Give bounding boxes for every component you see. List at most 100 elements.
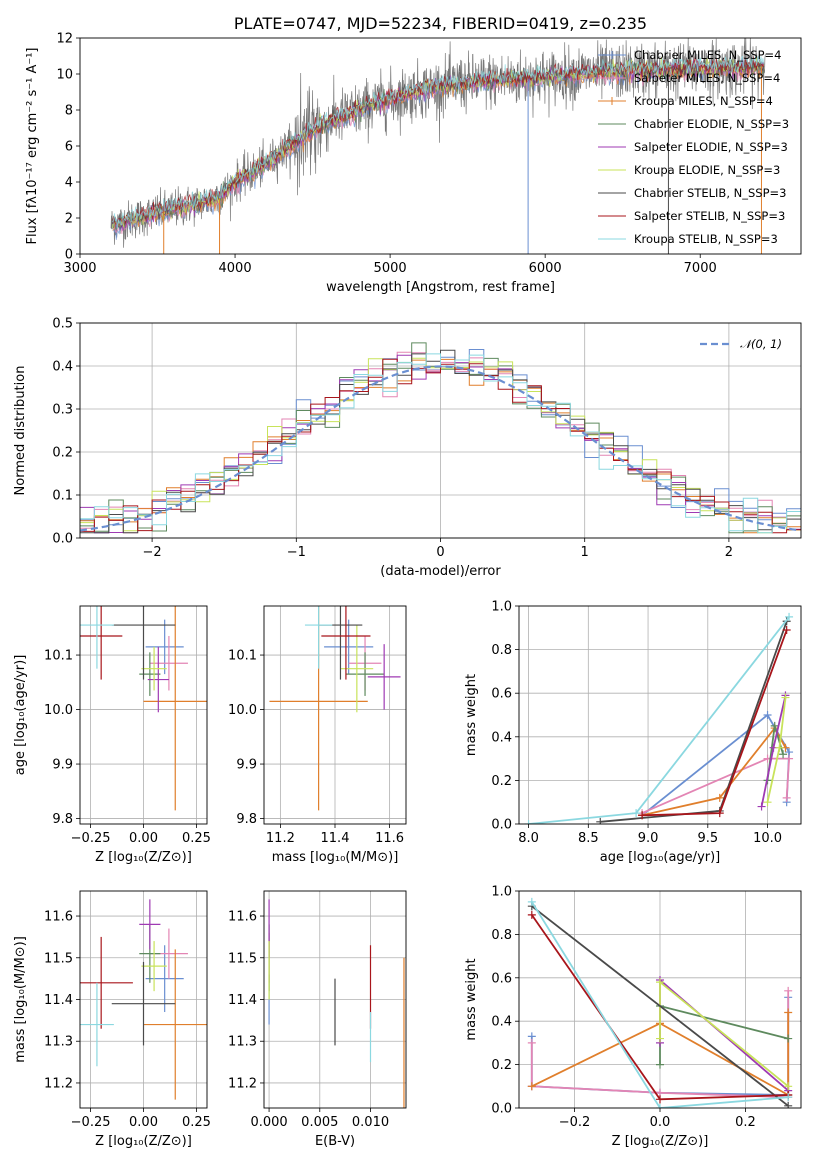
legend-entry-kroupa_stelib: Kroupa STELIB, N_SSP=3 bbox=[634, 232, 778, 246]
x-tick-label: 10.0 bbox=[753, 831, 782, 846]
x-axis-label: age [log₁₀(age/yr)] bbox=[600, 850, 721, 865]
x-tick-label: 2 bbox=[725, 545, 733, 560]
x-tick-label: 11.4 bbox=[321, 831, 350, 846]
y-axis-label: mass weight bbox=[464, 958, 479, 1040]
y-tick-label: 8 bbox=[65, 104, 73, 119]
weight-line-kroupa_miles bbox=[531, 1012, 790, 1097]
x-tick-label: 5000 bbox=[374, 261, 407, 276]
y-tick-label: 0.0 bbox=[491, 818, 512, 833]
spectrum-model-kroupa_stelib bbox=[112, 53, 765, 229]
axes-frame bbox=[518, 890, 802, 1109]
y-tick-label: 10.1 bbox=[228, 649, 257, 664]
y-tick-label: 0.0 bbox=[491, 1102, 512, 1117]
y-axis-label: Normed distribution bbox=[13, 366, 28, 496]
y-tick-label: 0.6 bbox=[491, 971, 512, 986]
weight-marker-kroupa_elodie bbox=[763, 798, 772, 807]
legend-entry-salpeter_elodie: Salpeter ELODIE, N_SSP=3 bbox=[634, 140, 788, 154]
y-tick-label: 4 bbox=[65, 176, 73, 191]
normal-curve bbox=[80, 365, 799, 532]
y-tick-label: 10 bbox=[56, 68, 73, 83]
age_vs_Z-panel: −0.25 0.00 0.25 9.8 9.9 10.0 10.1 Z [log₁₀(Z/Z⊙… bbox=[13, 605, 211, 865]
age_vs_mass-panel: 11.2 11.4 11.6 9.8 9.9 10.0 10.1 mass [log₁₀(M/… bbox=[228, 605, 407, 865]
axes-frame bbox=[518, 605, 802, 825]
age_vs_mass-plot-area bbox=[269, 606, 401, 811]
y-tick-label: 9.9 bbox=[236, 758, 257, 773]
weight_vs_age-plot-area bbox=[524, 612, 794, 824]
legend-entry-kroupa_miles: Kroupa MILES, N_SSP=4 bbox=[634, 94, 773, 108]
weight-marker-chabrier_stelib bbox=[784, 1101, 793, 1108]
y-tick-label: 11.3 bbox=[228, 1035, 257, 1050]
y-tick-label: 9.8 bbox=[52, 812, 73, 827]
axes-frame bbox=[263, 605, 407, 825]
x-tick-label: 0.00 bbox=[129, 831, 158, 846]
weight-marker-chabrier_miles bbox=[763, 711, 772, 719]
y-tick-label: 9.8 bbox=[236, 812, 257, 827]
x-tick-label: −0.25 bbox=[71, 1115, 111, 1130]
legend-entry-salpeter_stelib: Salpeter STELIB, N_SSP=3 bbox=[634, 209, 785, 223]
y-tick-label: 11.4 bbox=[44, 993, 73, 1008]
axes-frame bbox=[263, 890, 407, 1109]
y-tick-label: 11.3 bbox=[44, 1035, 73, 1050]
chart-title: PLATE=0747, MJD=52234, FIBERID=0419, z=0… bbox=[234, 14, 647, 33]
y-tick-label: 11.6 bbox=[228, 910, 257, 925]
weight-marker-kroupa_stelib bbox=[785, 612, 794, 621]
axes-frame bbox=[79, 605, 208, 825]
x-tick-label: 4000 bbox=[219, 261, 252, 276]
y-tick-label: 11.4 bbox=[228, 993, 257, 1008]
weight-marker-kroupa_elodie bbox=[656, 978, 664, 987]
x-tick-label: 8.0 bbox=[518, 831, 539, 846]
weight-marker-kroupa_stelib bbox=[527, 897, 536, 906]
x-tick-label: −1 bbox=[287, 545, 306, 560]
x-tick-label: −0.25 bbox=[71, 831, 111, 846]
x-tick-label: 0.005 bbox=[301, 1115, 338, 1130]
y-tick-label: 6 bbox=[65, 140, 73, 155]
mass_vs_Z-plot-area bbox=[80, 899, 207, 1100]
x-tick-label: 0.2 bbox=[735, 1115, 756, 1130]
spectrum-legend: Chabrier MILES, N_SSP=4 Salpeter MILES, N… bbox=[598, 48, 789, 246]
weight-marker-salpeter_stelib bbox=[656, 1095, 664, 1104]
weight-marker-salpeter_miles bbox=[784, 986, 793, 995]
weight-line-kroupa_stelib bbox=[531, 901, 789, 1108]
x-tick-label: 7000 bbox=[684, 261, 717, 276]
y-tick-label: 0.2 bbox=[52, 446, 73, 461]
y-tick-label: 11.5 bbox=[44, 951, 73, 966]
mass_vs_EBV-panel: 0.000 0.005 0.010 11.2 11.3 11.4 11.5 11.6 E(B-V… bbox=[228, 890, 407, 1149]
x-tick-label: 0 bbox=[436, 545, 444, 560]
x-tick-label: 11.2 bbox=[266, 831, 295, 846]
x-tick-label: 0.25 bbox=[182, 1115, 211, 1130]
weight-marker-kroupa_stelib bbox=[784, 1093, 793, 1102]
weight-marker-salpeter_elodie bbox=[757, 802, 766, 811]
weight-marker-chabrier_elodie bbox=[770, 721, 779, 730]
weight-marker-chabrier_elodie bbox=[779, 750, 788, 759]
weight-marker-kroupa_miles bbox=[715, 793, 724, 802]
weight-marker-kroupa_elodie bbox=[656, 1034, 664, 1043]
x-tick-label: 9.5 bbox=[697, 831, 718, 846]
residual_histogram-panel: −2 −1 0 1 2 0.0 0.1 0.2 0.3 0.4 0.5 (data-model)/er… bbox=[13, 317, 802, 579]
y-tick-label: 0.4 bbox=[491, 730, 512, 745]
x-tick-label: −2 bbox=[143, 545, 162, 560]
mass_vs_EBV-plot-area bbox=[268, 899, 405, 1108]
weight-marker-salpeter_stelib bbox=[527, 910, 536, 919]
x-axis-label: Z [log₁₀(Z/Z⊙)] bbox=[612, 1134, 709, 1149]
y-tick-label: 0 bbox=[65, 248, 73, 263]
weight-line-kroupa_elodie bbox=[766, 697, 787, 803]
y-tick-label: 0.4 bbox=[52, 360, 73, 375]
weight-line-kroupa_stelib bbox=[528, 616, 790, 824]
weight-marker-kroupa_elodie bbox=[781, 693, 790, 702]
y-tick-label: 11.2 bbox=[44, 1076, 73, 1091]
weight-line-chabrier_stelib bbox=[531, 905, 789, 1107]
x-tick-label: 0.25 bbox=[182, 831, 211, 846]
x-tick-label: 1 bbox=[581, 545, 589, 560]
x-tick-label: 9.0 bbox=[638, 831, 659, 846]
y-tick-label: 0.2 bbox=[491, 774, 512, 789]
x-tick-label: 0.010 bbox=[352, 1115, 389, 1130]
legend-entry-kroupa_elodie: Kroupa ELODIE, N_SSP=3 bbox=[634, 163, 780, 177]
x-axis-label: mass [log₁₀(M/M⊙)] bbox=[272, 850, 399, 865]
x-tick-label: 0.0 bbox=[650, 1115, 671, 1130]
legend-entry-normal: 𝒩(0, 1) bbox=[740, 337, 782, 351]
x-axis-label: Z [log₁₀(Z/Z⊙)] bbox=[95, 850, 192, 865]
x-tick-label: 0.000 bbox=[250, 1115, 287, 1130]
x-tick-label: 11.6 bbox=[375, 831, 404, 846]
legend-entry-chabrier_stelib: Chabrier STELIB, N_SSP=3 bbox=[634, 186, 786, 200]
y-tick-label: 11.6 bbox=[44, 910, 73, 925]
